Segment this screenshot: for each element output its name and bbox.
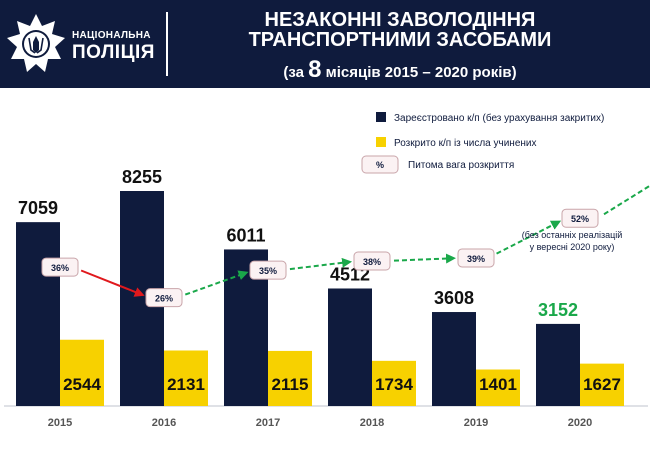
title-period-prefix: (за xyxy=(283,64,309,81)
share-trend-segment xyxy=(496,220,562,255)
title-period: (за 8 місяців 2015 – 2020 років) xyxy=(200,56,600,87)
legend-solved-swatch xyxy=(376,137,386,147)
share-point-badge xyxy=(457,248,495,268)
solved-bar xyxy=(372,360,416,406)
title-line2: ТРАНСПОРТНИМИ ЗАСОБАМИ xyxy=(248,29,552,51)
x-tick-label: 2016 xyxy=(152,417,176,429)
solved-value-label: 2131 xyxy=(167,375,205,394)
registered-value-label: 3152 xyxy=(538,300,578,320)
x-tick-label: 2020 xyxy=(568,417,592,429)
solved-bar xyxy=(60,339,104,406)
legend-share-label: Питома вага розкриття xyxy=(408,160,514,171)
share-point-label: 52% xyxy=(571,214,589,224)
solved-value-label: 1401 xyxy=(479,375,517,394)
chart-area: Зареєстровано к/п (без урахування закрит… xyxy=(4,112,650,429)
police-logo: НАЦІОНАЛЬНА ПОЛІЦІЯ xyxy=(6,8,166,80)
share-point-label: 35% xyxy=(259,266,277,276)
share-trend-segment xyxy=(184,270,249,296)
legend-registered-label: Зареєстровано к/п (без урахування закрит… xyxy=(394,112,604,124)
solved-value-label: 2115 xyxy=(272,375,309,394)
x-tick-label: 2015 xyxy=(48,417,72,429)
registered-bar xyxy=(16,222,60,406)
share-line-group: 36% 26% 35% 38% 39% 52% xyxy=(41,184,650,308)
solved-bar xyxy=(580,363,624,406)
share-point-badge xyxy=(145,288,183,308)
share-point-label: 38% xyxy=(363,257,381,267)
share-point-label: 26% xyxy=(155,294,173,304)
legend-share-symbol: % xyxy=(376,160,384,170)
header-banner: НАЦІОНАЛЬНА ПОЛІЦІЯ НЕЗАКОННІ ЗАВОЛОДІНН… xyxy=(0,0,650,88)
registered-bar xyxy=(432,312,476,406)
org-name-line2: ПОЛІЦІЯ xyxy=(72,42,155,63)
org-name-line1: НАЦІОНАЛЬНА xyxy=(72,30,151,41)
solved-bar xyxy=(268,350,312,406)
registered-bar xyxy=(328,288,372,406)
registered-value-label: 6011 xyxy=(226,225,265,245)
registered-bar xyxy=(536,323,580,406)
solved-bar xyxy=(164,350,208,406)
registered-value-label: 7059 xyxy=(18,198,58,218)
share-point-badge xyxy=(353,251,391,271)
share-point-badge xyxy=(249,260,287,280)
legend-solved-label: Розкрито к/п із числа учинених xyxy=(394,138,537,149)
x-tick-label: 2019 xyxy=(464,417,488,429)
share-trend-continuation xyxy=(603,184,650,216)
bar-series-group: 7059254420158255213120166011211520174512… xyxy=(16,167,624,429)
annotation-line1: (без останніх реалізацій xyxy=(522,230,623,240)
share-point-badge xyxy=(561,208,599,228)
legend-share-badge xyxy=(361,155,399,174)
annotation-line2: у вересні 2020 року) xyxy=(530,242,615,252)
solved-value-label: 1627 xyxy=(583,375,621,394)
x-tick-label: 2018 xyxy=(360,417,384,429)
legend-registered-swatch xyxy=(376,112,386,122)
solved-bar xyxy=(476,369,520,406)
share-trend-segment xyxy=(289,257,353,271)
share-point-label: 36% xyxy=(51,263,69,273)
title-period-months: 8 xyxy=(308,56,322,83)
registered-value-label: 3608 xyxy=(434,288,474,308)
police-star-emblem-icon xyxy=(7,14,65,72)
solved-value-label: 1734 xyxy=(375,375,413,394)
title-period-suffix: місяців 2015 – 2020 років) xyxy=(321,64,517,81)
share-trend-segment xyxy=(393,253,457,264)
share-point-label: 39% xyxy=(467,254,485,264)
solved-value-label: 2544 xyxy=(63,375,101,394)
title-line1: НЕЗАКОННІ ЗАВОЛОДІННЯ xyxy=(264,9,536,31)
registered-value-label: 8255 xyxy=(122,167,162,187)
header-divider xyxy=(166,12,168,76)
page-title: НЕЗАКОННІ ЗАВОЛОДІННЯ ТРАНСПОРТНИМИ ЗАСО… xyxy=(200,10,600,87)
share-trend-segment xyxy=(80,269,145,297)
share-point-badge xyxy=(41,257,79,277)
x-tick-label: 2017 xyxy=(256,417,280,429)
